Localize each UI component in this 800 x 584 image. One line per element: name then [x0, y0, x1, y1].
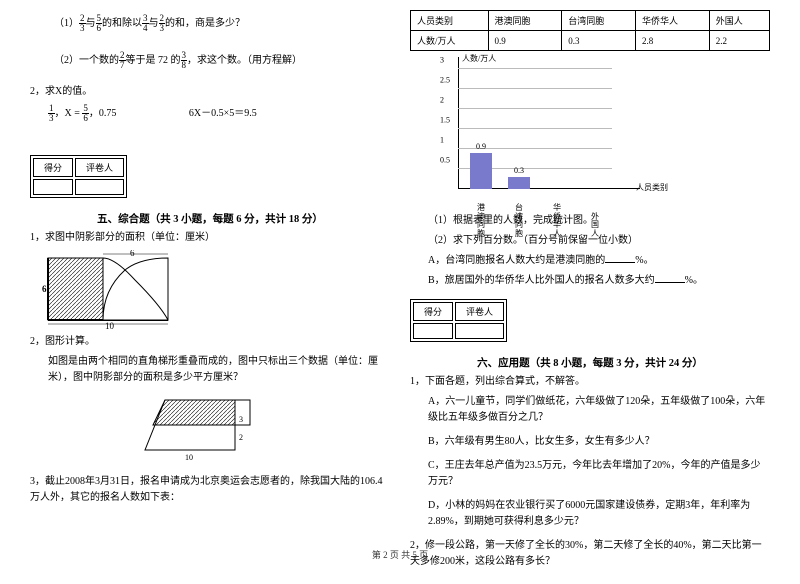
figure-1: 6 6 10 [40, 250, 180, 330]
bar-chart: 人数/万人 人员类别 0.511.522.530.9港澳同胞0.3台湾同胞华侨华… [440, 57, 640, 207]
q5-1: 1，求图中阴影部分的面积（单位：厘米） [30, 230, 390, 246]
q6-1b: B，六年级有男生80人，比女生多，女生有多少人？ [410, 434, 770, 450]
q5-3: 3，截止2008年3月31日，报名申请成为北京奥运会志愿者的，除我国大陆的106… [30, 474, 390, 506]
section-5-title: 五、综合题（共 3 小题，每题 6 分，共计 18 分） [30, 211, 390, 226]
data-table: 人员类别港澳同胞台湾同胞华侨华人外国人 人数/万人0.90.32.82.2 [410, 10, 770, 51]
score-box-5: 得分评卷人 [30, 155, 127, 198]
section-6-title: 六、应用题（共 8 小题，每题 3 分，共计 24 分） [410, 355, 770, 370]
sub-2b: B，旅居国外的华侨华人比外国人的报名人数多大约%。 [410, 273, 770, 289]
q1-1: （1）23与56的和除以34与23的和，商是多少？ [30, 14, 390, 33]
page-footer: 第 2 页 共 5 页 [0, 548, 800, 561]
svg-text:10: 10 [105, 321, 115, 330]
q5-2t: 2，图形计算。 [30, 334, 390, 350]
score-box-6: 得分评卷人 [410, 299, 507, 342]
sub-2a: A，台湾同胞报名人数大约是港澳同胞的%。 [410, 253, 770, 269]
figure-2: 3 2 10 [135, 390, 285, 470]
q6-1d: D，小林的妈妈在农业银行买了6000元国家建设债券，定期3年，年利率为2.89%… [410, 498, 770, 530]
q5-2d: 如图是由两个相同的直角梯形重叠而成的，图中只标出三个数据（单位：厘米），图中阴影… [30, 354, 390, 386]
q1-2: （2）一个数的27等于是 72 的38，求这个数。（用方程解） [30, 51, 390, 70]
q2-title: 2，求X的值。 [30, 84, 390, 100]
svg-text:6: 6 [42, 284, 47, 294]
svg-text:10: 10 [185, 453, 193, 462]
svg-text:3: 3 [239, 415, 243, 424]
q6-1a: A，六一儿童节，同学们做纸花，六年级做了120朵，五年级做了100朵，六年级比五… [410, 394, 770, 426]
svg-text:2: 2 [239, 433, 243, 442]
q2-eq: 13，X = 56，0.75 6X－0.5×5＝9.5 [30, 104, 390, 123]
q6-1t: 1，下面各题，列出综合算式，不解答。 [410, 374, 770, 390]
q6-1c: C，王庄去年总产值为23.5万元，今年比去年增加了20%，今年的产值是多少万元？ [410, 458, 770, 490]
